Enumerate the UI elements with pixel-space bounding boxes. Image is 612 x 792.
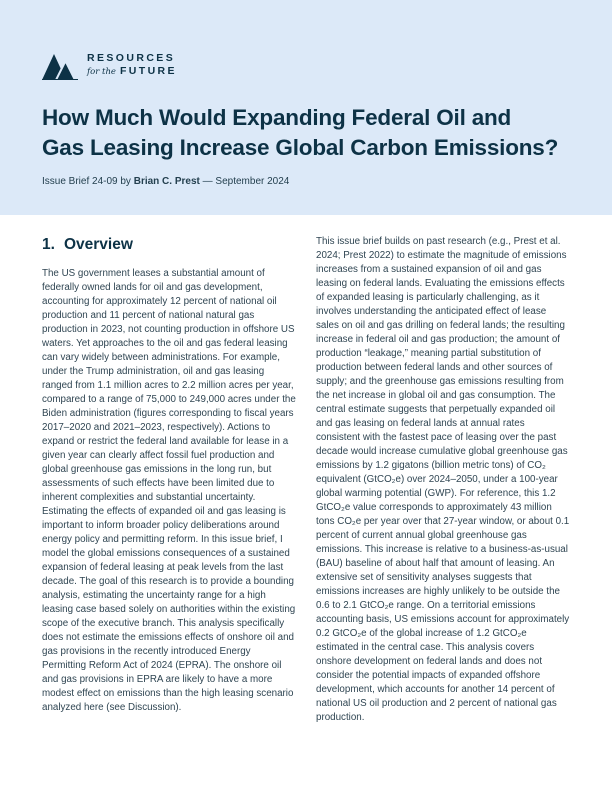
page-title: How Much Would Expanding Federal Oil and… xyxy=(42,103,570,163)
overview-paragraph-right: This issue brief builds on past research… xyxy=(316,236,570,723)
document-body: 1. Overview The US government leases a su… xyxy=(0,215,612,725)
logo-for-the-text: for the xyxy=(87,66,116,77)
section-number: 1. xyxy=(42,236,55,253)
mountains-icon xyxy=(42,54,78,80)
byline-prefix: Issue Brief 24-09 by xyxy=(42,176,134,187)
overview-paragraph-left: The US government leases a substantial a… xyxy=(42,268,296,713)
byline-suffix: — September 2024 xyxy=(199,176,290,187)
title-line-1: How Much Would Expanding Federal Oil and xyxy=(42,105,512,130)
title-line-2: Gas Leasing Increase Global Carbon Emiss… xyxy=(42,135,559,160)
section-heading: 1. Overview xyxy=(42,235,296,254)
logo-wordmark: RESOURCES for the FUTURE xyxy=(87,52,177,79)
logo-second-line: for the FUTURE xyxy=(87,65,177,79)
left-column: 1. Overview The US government leases a su… xyxy=(42,235,296,725)
logo-resources-text: RESOURCES xyxy=(87,51,176,64)
section-title: Overview xyxy=(63,236,133,253)
byline: Issue Brief 24-09 by Brian C. Prest — Se… xyxy=(42,175,570,188)
rff-logo: RESOURCES for the FUTURE xyxy=(42,48,570,82)
logo-future-text: FUTURE xyxy=(119,64,177,77)
document-header: RESOURCES for the FUTURE How Much Would … xyxy=(0,0,612,215)
right-column: This issue brief builds on past research… xyxy=(316,235,570,725)
byline-author: Brian C. Prest xyxy=(133,176,200,187)
